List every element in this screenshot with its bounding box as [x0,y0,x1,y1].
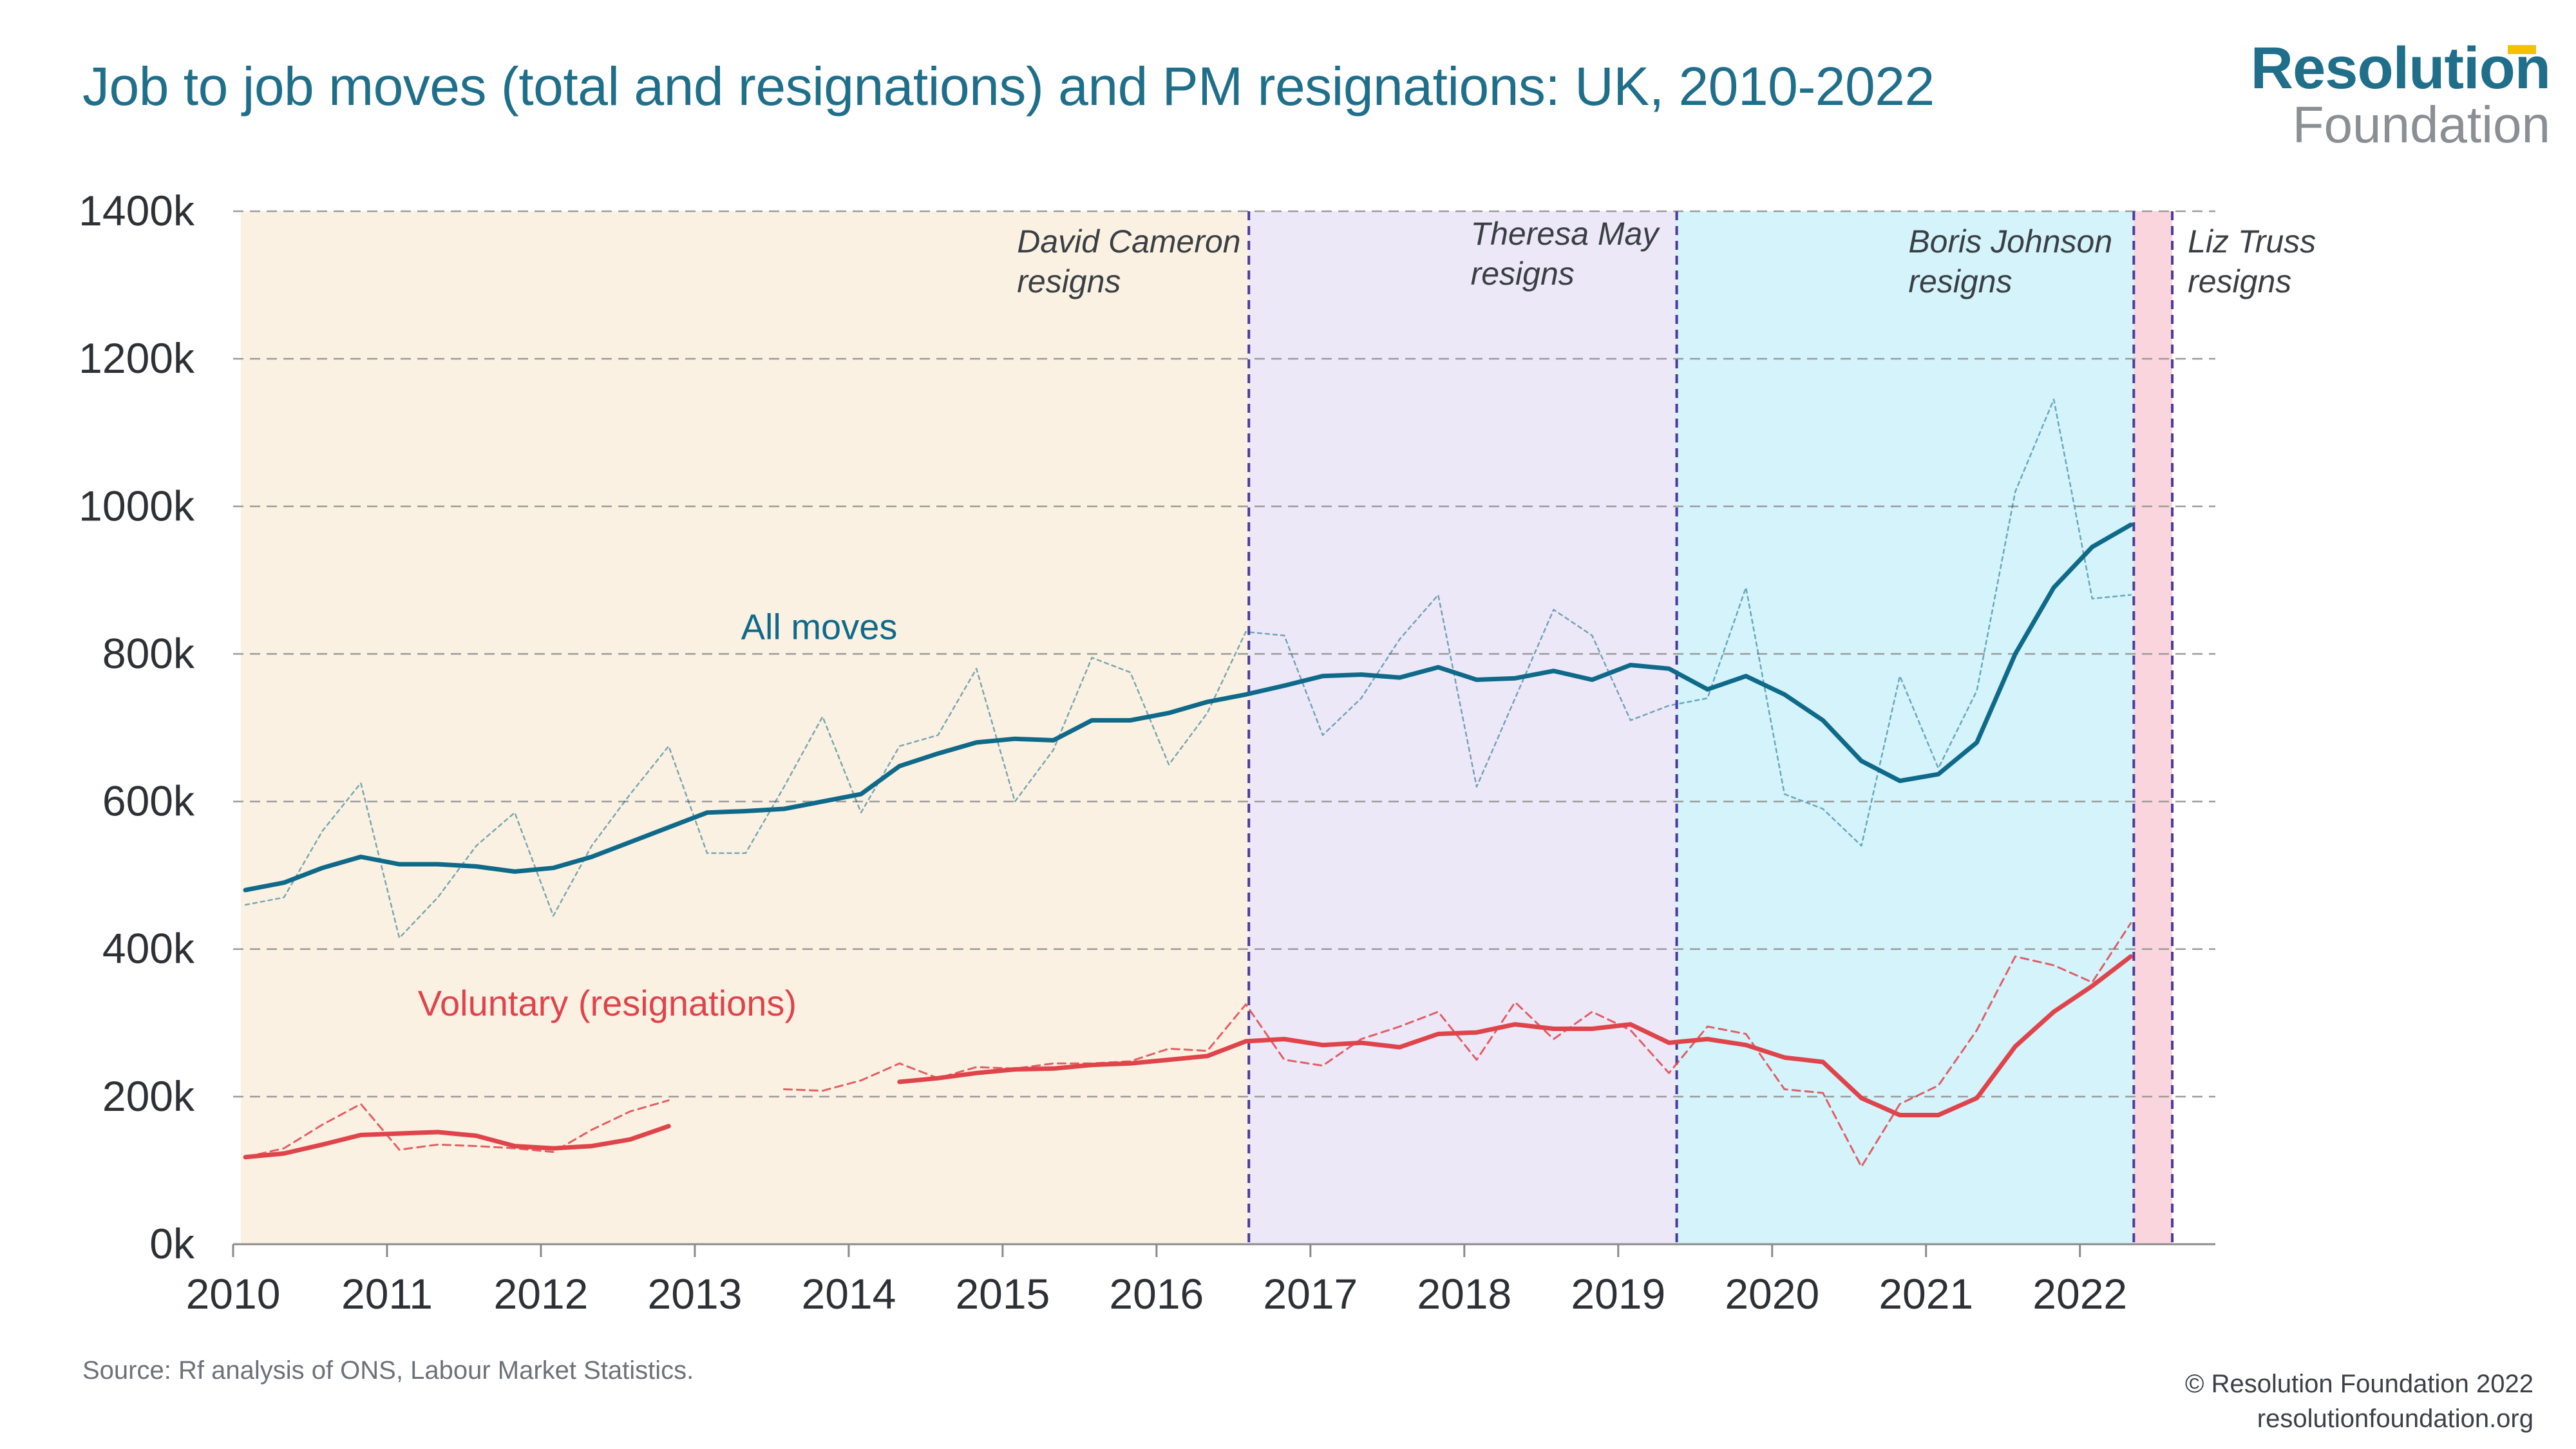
x-tick-label: 2015 [955,1270,1050,1318]
website-text: resolutionfoundation.org [2257,1405,2533,1433]
y-tick-label: 800k [102,629,195,677]
logo-line-1: Resolution [2250,35,2551,101]
annotation-cameron-line-1: David Cameron [1017,223,1240,260]
annotation-may-line-2: resigns [1471,256,1575,292]
y-tick-label: 200k [102,1072,195,1120]
y-tick-label: 0k [149,1220,195,1267]
annotation-johnson-line-2: resigns [1908,263,2012,299]
voluntary-label: Voluntary (resignations) [418,983,797,1023]
annotation-cameron-line-2: resigns [1017,263,1121,299]
y-axis-ticks: 0k 200k 400k 600k 800k 1000k 1200k 1400k [79,187,195,1267]
x-tick-label: 2011 [341,1270,433,1318]
y-tick-label: 1000k [79,482,195,529]
y-tick-label: 1400k [79,187,195,234]
x-tick-label: 2021 [1879,1270,1973,1318]
period-band-may [1249,211,1677,1244]
x-tick-label: 2022 [2032,1270,2127,1318]
annotation-truss-line-2: resigns [2188,263,2291,299]
period-band-johnson [1676,211,2134,1244]
series-labels: All moves Voluntary (resignations) [418,607,898,1023]
x-tick-label: 2010 [186,1270,281,1318]
period-band-truss [2134,211,2173,1244]
x-tick-label: 2014 [801,1270,896,1318]
annotation-johnson-line-1: Boris Johnson [1908,223,2112,260]
x-tick-label: 2016 [1109,1270,1204,1318]
annotation-truss-line-1: Liz Truss [2188,223,2316,260]
voluntary-average-line [243,1124,671,1160]
copyright-text: © Resolution Foundation 2022 [2185,1370,2533,1398]
voluntary-quarterly-line [244,1099,670,1159]
source-note: Source: Rf analysis of ONS, Labour Marke… [82,1356,694,1385]
pm-resignation-dividers [1247,211,2174,1244]
period-band-cameron [240,211,1249,1244]
gridlines [233,210,2215,1245]
chart-title: Job to job moves (total and resignations… [82,56,1935,117]
all-moves-quarterly-line [244,398,2132,939]
x-tick-label: 2013 [648,1270,743,1318]
x-tick-label: 2012 [494,1270,589,1318]
pm-period-bands [240,211,2173,1244]
annotation-may-line-1: Theresa May [1471,216,1661,252]
x-tick-label: 2017 [1263,1270,1358,1318]
copyright-block: © Resolution Foundation 2022 resolutionf… [2185,1367,2533,1436]
y-tick-label: 1200k [79,334,195,382]
x-tick-label: 2018 [1417,1270,1511,1318]
logo-line-2: Foundation [2292,96,2550,153]
resolution-foundation-logo: Resolution Foundation [2250,35,2551,153]
x-tick-label: 2020 [1725,1270,1819,1318]
y-tick-label: 400k [102,925,195,972]
series-lines [243,398,2134,1168]
x-axis-ticks: 2010 2011 2012 2013 2014 2015 2016 2017 2018 2019… [186,1244,2127,1318]
y-tick-label: 600k [102,777,195,825]
all-moves-average-line [243,522,2134,893]
x-tick-label: 2019 [1571,1270,1665,1318]
logo-mark-icon [2508,45,2536,54]
all-moves-label: All moves [741,607,898,647]
voluntary-average-line [897,954,2134,1117]
